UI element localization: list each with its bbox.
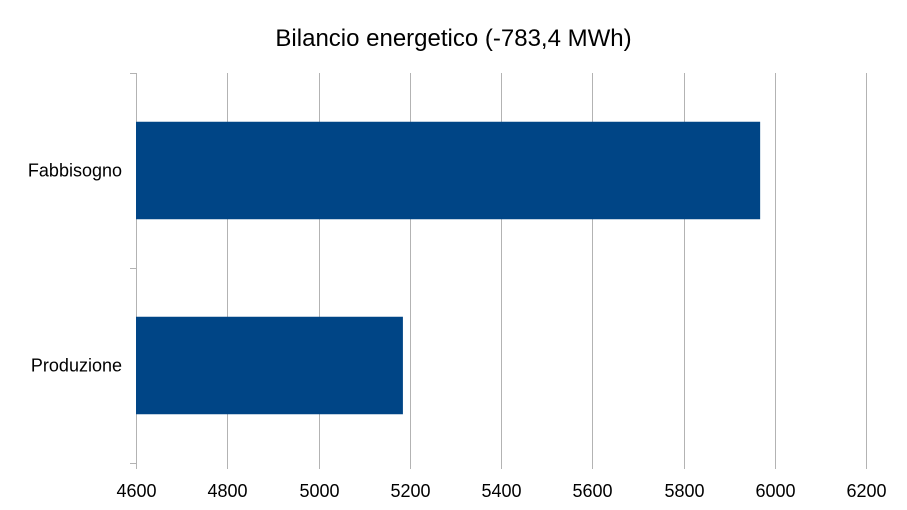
x-tick-label: 5800 bbox=[664, 481, 704, 501]
x-tick-label: 5200 bbox=[390, 481, 430, 501]
bar-produzione bbox=[136, 316, 403, 415]
y-category-label: Produzione bbox=[31, 356, 122, 376]
x-tick-label: 4600 bbox=[116, 481, 156, 501]
x-tick-label: 5600 bbox=[572, 481, 612, 501]
x-tick-label: 4800 bbox=[207, 481, 247, 501]
x-tick-label: 5000 bbox=[299, 481, 339, 501]
chart-title: Bilancio energetico (-783,4 MWh) bbox=[275, 25, 632, 52]
x-tick-label: 6200 bbox=[846, 481, 886, 501]
x-tick-label: 5400 bbox=[481, 481, 521, 501]
x-tick-label: 6000 bbox=[755, 481, 795, 501]
y-category-label: Fabbisogno bbox=[28, 161, 122, 181]
bar-fabbisogno bbox=[136, 121, 761, 220]
